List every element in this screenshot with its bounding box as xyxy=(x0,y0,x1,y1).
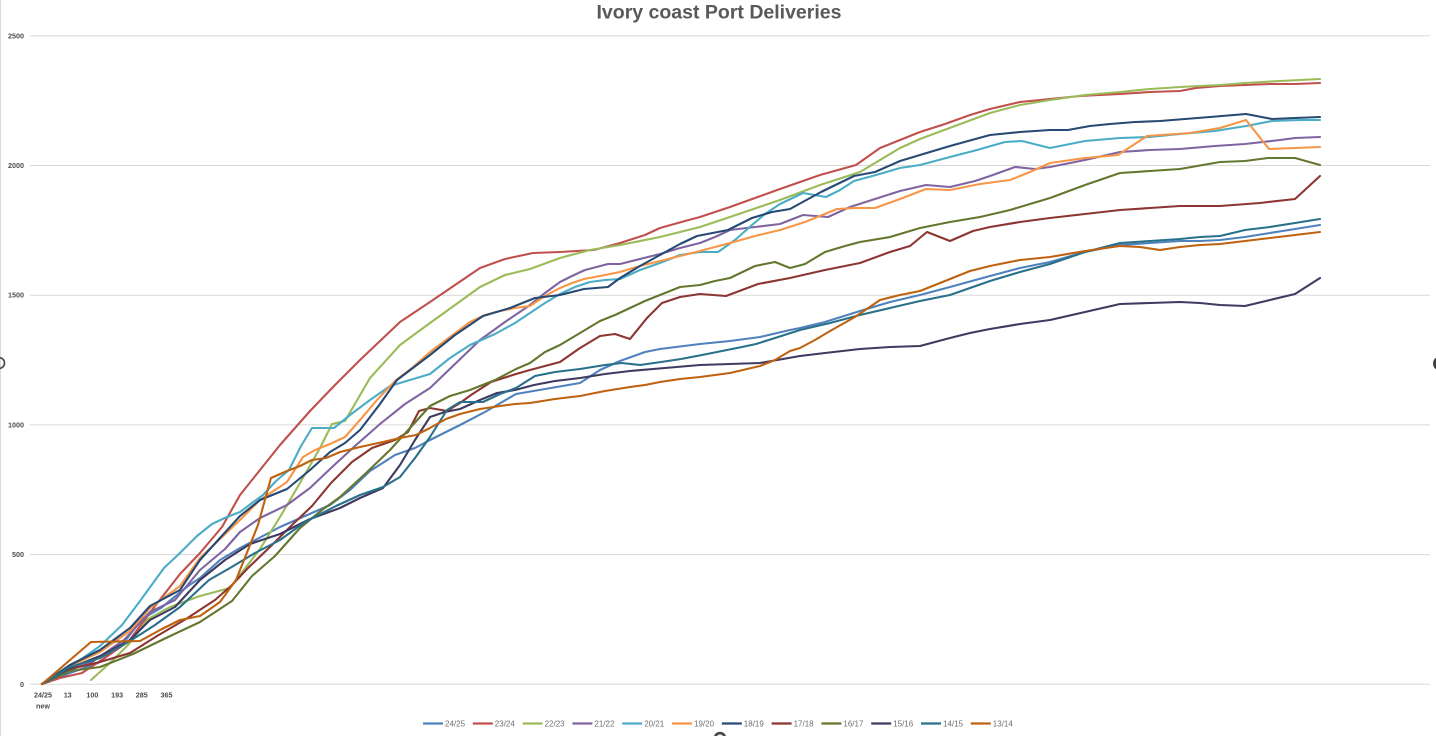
svg-text:2500: 2500 xyxy=(8,31,24,40)
svg-text:193: 193 xyxy=(111,691,123,700)
svg-text:2000: 2000 xyxy=(8,161,24,170)
svg-text:15/16: 15/16 xyxy=(893,720,914,729)
svg-text:24/25: 24/25 xyxy=(445,720,466,729)
svg-text:new: new xyxy=(36,702,50,711)
svg-text:18/19: 18/19 xyxy=(744,720,765,729)
svg-text:21/22: 21/22 xyxy=(594,720,615,729)
svg-text:285: 285 xyxy=(136,691,148,700)
svg-text:19/20: 19/20 xyxy=(694,720,715,729)
svg-text:500: 500 xyxy=(12,550,24,559)
svg-text:20/21: 20/21 xyxy=(644,720,665,729)
svg-text:24/25: 24/25 xyxy=(34,691,52,700)
svg-text:1500: 1500 xyxy=(8,291,24,300)
svg-text:17/18: 17/18 xyxy=(794,720,815,729)
svg-text:100: 100 xyxy=(86,691,98,700)
svg-text:14/15: 14/15 xyxy=(943,720,964,729)
svg-text:13/14: 13/14 xyxy=(993,720,1014,729)
svg-text:0: 0 xyxy=(20,680,24,689)
svg-text:13: 13 xyxy=(64,691,72,700)
svg-text:16/17: 16/17 xyxy=(843,720,864,729)
svg-text:Ivory coast Port Deliveries: Ivory coast Port Deliveries xyxy=(597,2,842,24)
svg-text:23/24: 23/24 xyxy=(495,720,516,729)
svg-text:1000: 1000 xyxy=(8,420,24,429)
svg-text:365: 365 xyxy=(161,691,173,700)
svg-text:22/23: 22/23 xyxy=(545,720,566,729)
